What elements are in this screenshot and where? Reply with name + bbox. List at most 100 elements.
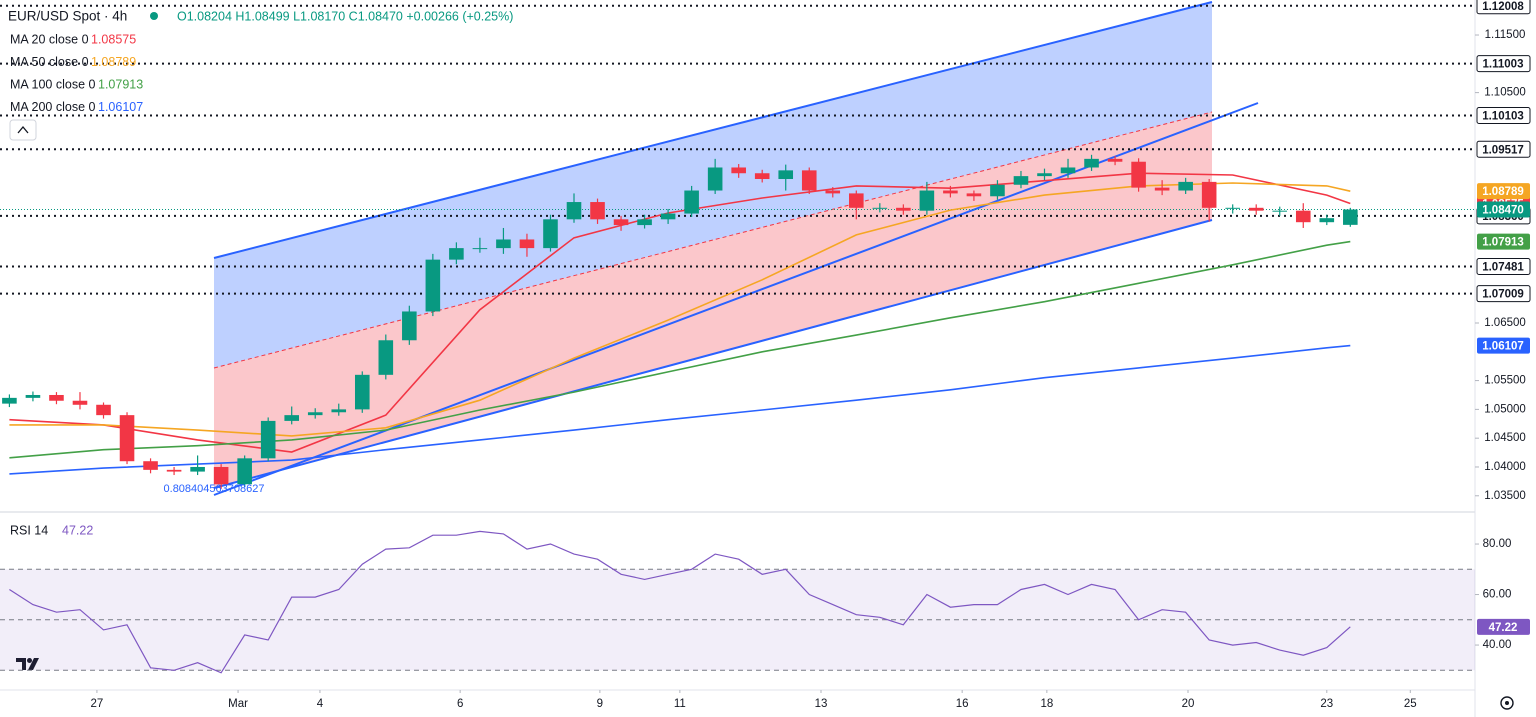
- rsi-line: [9, 530, 1351, 674]
- candle-body: [1084, 158, 1099, 168]
- candle-body: [119, 415, 135, 462]
- candle-body: [496, 239, 511, 249]
- x-tick-label: 18: [1040, 698, 1053, 710]
- channel-lower: [214, 112, 1212, 488]
- x-tick-label: 6: [457, 698, 463, 710]
- symbol-title: EUR/USD Spot · 4h: [8, 9, 127, 24]
- candle-body: [1154, 187, 1170, 191]
- legend-value: 1.06107: [98, 100, 143, 114]
- candle-body: [166, 469, 182, 472]
- ma-badge-bg: [1477, 337, 1530, 354]
- candle-body: [849, 193, 864, 208]
- moving-average: [9, 172, 1351, 453]
- candle-body: [754, 173, 770, 180]
- candle-body: [472, 248, 488, 250]
- candle-body: [1248, 207, 1264, 211]
- ma-badge: 1.06107: [1482, 341, 1524, 353]
- candle-body: [519, 239, 535, 249]
- level-label: 1.09517: [1482, 144, 1524, 156]
- y-tick-label: 60.00: [1483, 589, 1512, 601]
- y-tick-label: 1.10500: [1484, 87, 1526, 99]
- candle-body: [449, 248, 464, 260]
- x-tick-label: 20: [1182, 698, 1195, 710]
- level-label: 1.11003: [1483, 59, 1524, 71]
- channel-top-line: [213, 1, 1213, 259]
- candle-body: [707, 167, 723, 191]
- candle-body: [425, 259, 441, 312]
- y-tick-label: 1.05500: [1484, 375, 1526, 387]
- level-label-bg: [1476, 257, 1531, 275]
- level-label: 1.10103: [1482, 111, 1524, 123]
- y-tick-label: 1.11500: [1485, 29, 1526, 41]
- level-label: 1.07481: [1482, 262, 1524, 274]
- legend-value: 1.08575: [91, 32, 136, 46]
- ma-badge-bg: [1477, 233, 1530, 250]
- channel-bottom-line: [213, 219, 1213, 489]
- candle-body: [402, 311, 417, 341]
- y-tick-label: 1.04500: [1484, 432, 1526, 444]
- settings-icon[interactable]: [1500, 696, 1514, 710]
- candle-body: [801, 170, 817, 191]
- moving-average: [9, 240, 1351, 459]
- y-tick-label: 40.00: [1483, 639, 1512, 651]
- x-tick-label: 16: [956, 698, 969, 710]
- rsi-badge: 47.22: [1489, 622, 1518, 634]
- candle-body: [72, 400, 88, 405]
- legend-name: MA 100 close 0: [10, 77, 96, 91]
- annotation: 0.808404563708627: [164, 483, 265, 495]
- candle-body: [143, 461, 158, 470]
- candle-body: [260, 420, 276, 459]
- candle-body: [943, 190, 958, 194]
- rsi-title: RSI 14: [10, 523, 48, 537]
- x-tick-label: 11: [674, 698, 686, 710]
- y-tick-label: 1.04000: [1484, 461, 1526, 473]
- candle-body: [990, 184, 1005, 197]
- candle-body: [1343, 209, 1358, 225]
- y-tick-label: 1.03500: [1484, 490, 1526, 502]
- candle-body: [966, 193, 982, 197]
- legend-name: MA 20 close 0: [10, 32, 89, 46]
- collapse-button[interactable]: [9, 119, 37, 141]
- candle-body: [1272, 210, 1288, 212]
- candle-body: [896, 207, 911, 211]
- candle-body: [825, 190, 841, 194]
- level-label: 1.07009: [1482, 289, 1524, 301]
- candle-body: [25, 394, 41, 398]
- level-label: 1.12008: [1482, 1, 1524, 13]
- candle-body: [1107, 158, 1123, 162]
- candle-body: [96, 404, 111, 416]
- candle-body: [1178, 181, 1193, 191]
- candle-body: [1295, 210, 1311, 223]
- market-status: [150, 12, 158, 20]
- candle-body: [590, 202, 605, 220]
- candle-body: [778, 170, 794, 180]
- level-label-bg: [1476, 285, 1531, 303]
- candle-body: [307, 412, 323, 416]
- rsi-value: 47.22: [62, 523, 93, 537]
- candle-body: [2, 397, 17, 404]
- candle-body: [637, 219, 652, 226]
- legend-value: 1.08789: [91, 55, 136, 69]
- x-tick-label: 23: [1320, 698, 1333, 710]
- ma-badge: 1.07913: [1482, 237, 1524, 249]
- candle-body: [613, 219, 629, 226]
- x-tick-label: 27: [91, 698, 104, 710]
- x-tick-label: Mar: [228, 698, 248, 710]
- candle-body: [190, 466, 205, 472]
- collapse-icon: [17, 125, 29, 134]
- candle-body: [1131, 161, 1146, 188]
- legend-name: MA 200 close 0: [10, 100, 96, 114]
- level-label-bg: [1476, 0, 1531, 15]
- y-tick-label: 1.05000: [1484, 403, 1526, 415]
- channel-mid-line: [213, 111, 1213, 369]
- candle-body: [1225, 207, 1240, 209]
- candle-body: [49, 394, 64, 401]
- candle-body: [213, 466, 229, 485]
- y-tick-label: 80.00: [1483, 538, 1512, 550]
- x-tick-label: 13: [815, 698, 828, 710]
- ma-badge-bg: [1477, 183, 1530, 200]
- candle-body: [731, 167, 746, 174]
- level-label-bg: [1476, 106, 1531, 124]
- candle-body: [872, 207, 888, 209]
